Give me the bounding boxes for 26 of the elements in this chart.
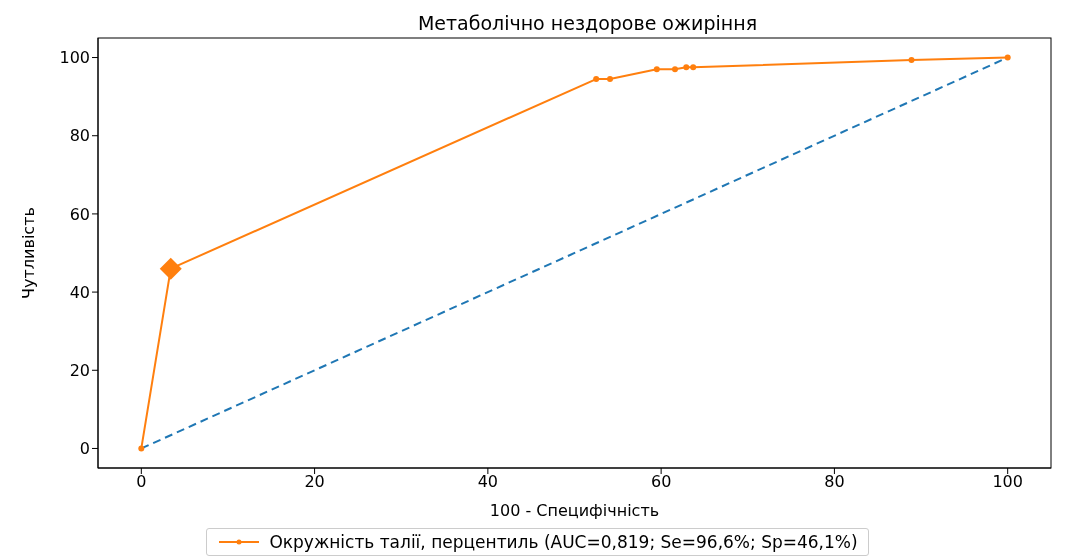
point: [653, 66, 660, 73]
point: [908, 56, 915, 63]
legend-label: Окружність талії, перцентиль (AUC=0,819; Se=96,6%; Sp=46,1%): [269, 532, 858, 552]
y-tick-label: 40: [69, 282, 90, 302]
y-tick-label: 60: [69, 204, 90, 224]
y-axis-title: Чутливість: [18, 207, 38, 299]
chart-title: Метаболічно нездорове ожиріння: [417, 12, 758, 34]
point: [593, 76, 600, 83]
point: [607, 76, 614, 83]
x-axis-title: 100 - Специфічність: [489, 501, 660, 520]
y-tick-label: 80: [69, 126, 90, 146]
x-tick-label: 20: [304, 472, 325, 492]
point: [138, 445, 145, 452]
y-tick-label: 100: [59, 48, 90, 68]
x-tick-label: 0: [136, 472, 147, 492]
point: [1004, 54, 1011, 61]
point: [683, 64, 690, 71]
x-tick-label: 80: [824, 472, 845, 492]
point: [672, 66, 678, 73]
x-tick-label: 100: [992, 472, 1023, 492]
point: [159, 257, 182, 280]
y-tick-label: 20: [69, 360, 90, 380]
x-tick-label: 40: [477, 472, 499, 492]
x-tick-label: 60: [650, 472, 672, 492]
point: [690, 64, 697, 71]
y-tick-label: 0: [79, 439, 90, 459]
